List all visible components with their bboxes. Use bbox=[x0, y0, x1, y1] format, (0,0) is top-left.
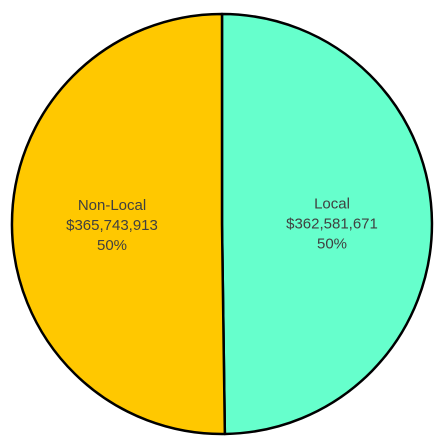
pie-label-percent-local: 50% bbox=[317, 235, 347, 252]
pie-label-name-local: Local bbox=[314, 195, 350, 212]
pie-slice-local bbox=[220, 12, 434, 436]
pie-labels: Local $362,581,671 50% Non-Local $365,743,91… bbox=[66, 195, 378, 254]
pie-label-value-local: $362,581,671 bbox=[286, 215, 378, 232]
pie-label-name-non-local: Non-Local bbox=[78, 197, 146, 214]
pie-slices bbox=[10, 12, 434, 436]
pie-label-value-non-local: $365,743,913 bbox=[66, 217, 158, 234]
pie-slice-non-local bbox=[10, 12, 227, 436]
pie-label-percent-non-local: 50% bbox=[97, 237, 127, 254]
